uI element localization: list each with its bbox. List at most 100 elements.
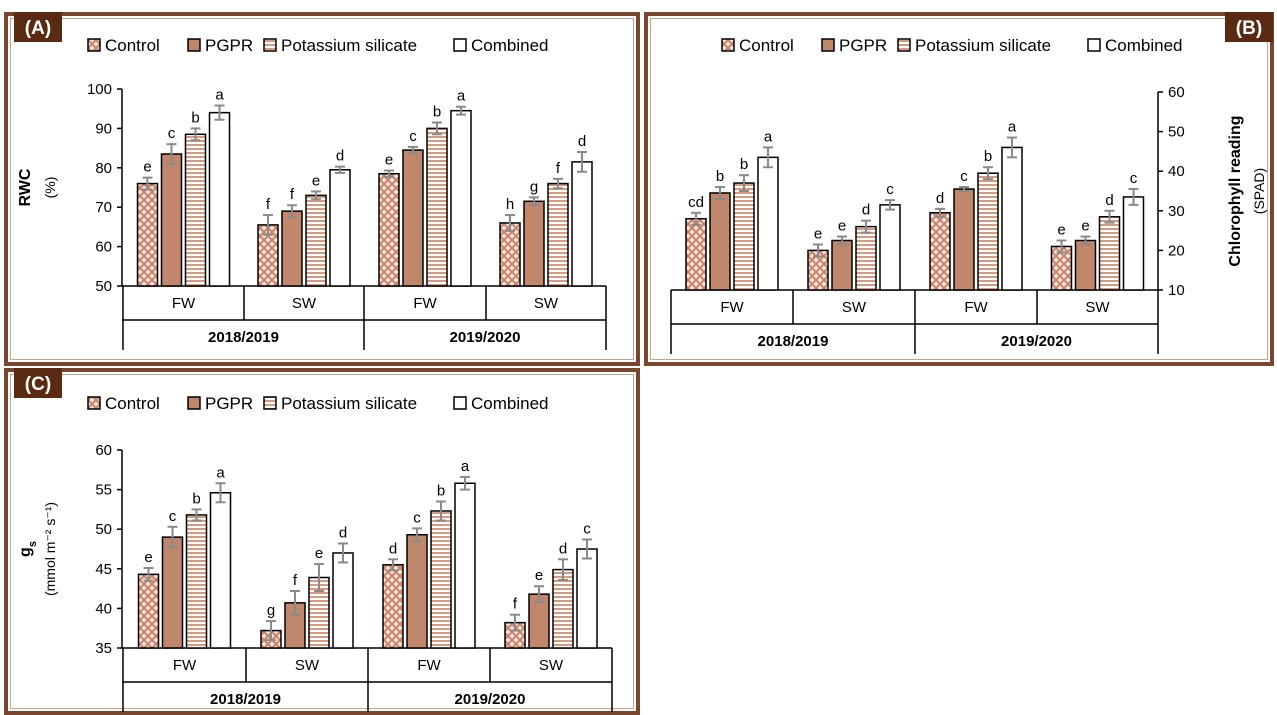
bar-combined [450, 109, 472, 287]
legend-swatch-potassium-silicate [263, 38, 277, 52]
y-axis-title: gs [17, 541, 39, 557]
bar-combined [332, 552, 354, 649]
group-label-fw: FW [720, 299, 744, 316]
season-label: 2019/2020 [1001, 333, 1072, 350]
y-tick-label: 40 [1168, 163, 1185, 180]
group-label-sw: SW [842, 299, 867, 316]
significance-letter: f [513, 596, 518, 613]
significance-letter: c [583, 520, 591, 537]
season-label: 2018/2019 [758, 333, 829, 350]
significance-letter: e [838, 218, 846, 235]
significance-letter: c [169, 508, 177, 525]
legend-label-control: Control [739, 36, 794, 55]
significance-letter: b [433, 103, 441, 120]
bar-combined [329, 169, 351, 287]
bar-potassium-silicate [184, 133, 207, 287]
bar-control [136, 182, 159, 287]
bar-combined [208, 111, 231, 287]
significance-letter: e [144, 549, 152, 566]
significance-letter: cd [688, 194, 704, 211]
significance-letter: b [191, 109, 199, 126]
bar-control [685, 217, 707, 291]
legend-label-potassium-silicate: Potassium silicate [915, 36, 1051, 55]
bar-combined [576, 548, 598, 649]
group-label-sw: SW [534, 295, 559, 312]
legend-label-combined: Combined [1105, 36, 1183, 55]
bar-potassium-silicate [305, 194, 327, 287]
bar-control [499, 222, 521, 287]
legend-swatch-pgpr [821, 38, 835, 52]
significance-letter: c [960, 168, 968, 185]
significance-letter: e [535, 567, 543, 584]
bar-potassium-silicate [977, 172, 999, 291]
significance-letter: g [530, 178, 538, 195]
bar-potassium-silicate [733, 182, 755, 291]
significance-letter: d [862, 202, 870, 219]
panel-label: (A) [25, 18, 51, 39]
y-axis-title-subscript: s [27, 541, 39, 547]
group-label-sw: SW [292, 295, 317, 312]
significance-letter: c [168, 125, 176, 142]
bar-control [378, 172, 400, 287]
y-tick-label: 40 [95, 600, 112, 617]
significance-letter: b [984, 148, 992, 165]
y-tick-label: 60 [95, 239, 112, 256]
legend-swatch-control [87, 38, 101, 52]
legend-label-combined: Combined [471, 36, 549, 55]
significance-letter: d [936, 190, 944, 207]
y-tick-label: 30 [1168, 203, 1185, 220]
legend-label-control: Control [105, 394, 160, 413]
significance-letter: g [267, 602, 275, 619]
y-axis-unit: (mmol m⁻² s⁻¹) [42, 502, 58, 596]
significance-letter: a [1008, 119, 1017, 136]
bar-combined [571, 161, 593, 287]
significance-letter: b [437, 482, 445, 499]
bar-pgpr [406, 533, 428, 649]
y-tick-label: 60 [95, 442, 112, 459]
significance-letter: h [506, 196, 514, 213]
bar-combined [1122, 196, 1145, 291]
legend-label-combined: Combined [471, 394, 549, 413]
y-tick-label: 90 [95, 120, 112, 137]
bar-potassium-silicate [426, 127, 448, 287]
significance-letter: e [1081, 218, 1089, 235]
y-tick-label: 50 [95, 278, 112, 295]
group-label-sw: SW [295, 657, 320, 674]
chart-a: (A) Control PGPR Potassium silicate Combined… [14, 12, 607, 350]
legend-swatch-combined [453, 38, 467, 52]
group-label-sw: SW [1085, 299, 1110, 316]
bar-pgpr [709, 192, 731, 291]
group-label-fw: FW [964, 299, 988, 316]
bar-combined [879, 204, 901, 291]
y-tick-label: 35 [95, 640, 112, 657]
bar-control [382, 564, 404, 649]
significance-letter: c [409, 128, 417, 145]
legend-swatch-control [87, 396, 101, 410]
bar-combined [757, 156, 779, 291]
bar-pgpr [161, 536, 184, 649]
y-tick-label: 55 [95, 482, 112, 499]
significance-letter: b [192, 490, 200, 507]
legend-label-pgpr: PGPR [205, 394, 253, 413]
bar-potassium-silicate [185, 514, 208, 649]
bar-potassium-silicate [855, 225, 877, 291]
significance-letter: d [339, 524, 347, 541]
legend-swatch-potassium-silicate [897, 38, 911, 52]
bar-pgpr [831, 239, 853, 291]
panel-label-box [1225, 12, 1273, 42]
significance-letter: c [1130, 170, 1138, 187]
bar-pgpr [160, 153, 183, 287]
group-label-fw: FW [417, 657, 441, 674]
significance-letter: a [764, 128, 773, 145]
significance-letter: e [385, 152, 393, 169]
legend-swatch-pgpr [187, 38, 201, 52]
panel-a [4, 12, 640, 366]
legend-label-pgpr: PGPR [839, 36, 887, 55]
legend-swatch-combined [453, 396, 467, 410]
bar-control [137, 573, 160, 649]
bar-pgpr [402, 149, 424, 287]
significance-letter: d [559, 540, 567, 557]
significance-letter: a [457, 88, 466, 105]
bar-combined [209, 492, 232, 649]
